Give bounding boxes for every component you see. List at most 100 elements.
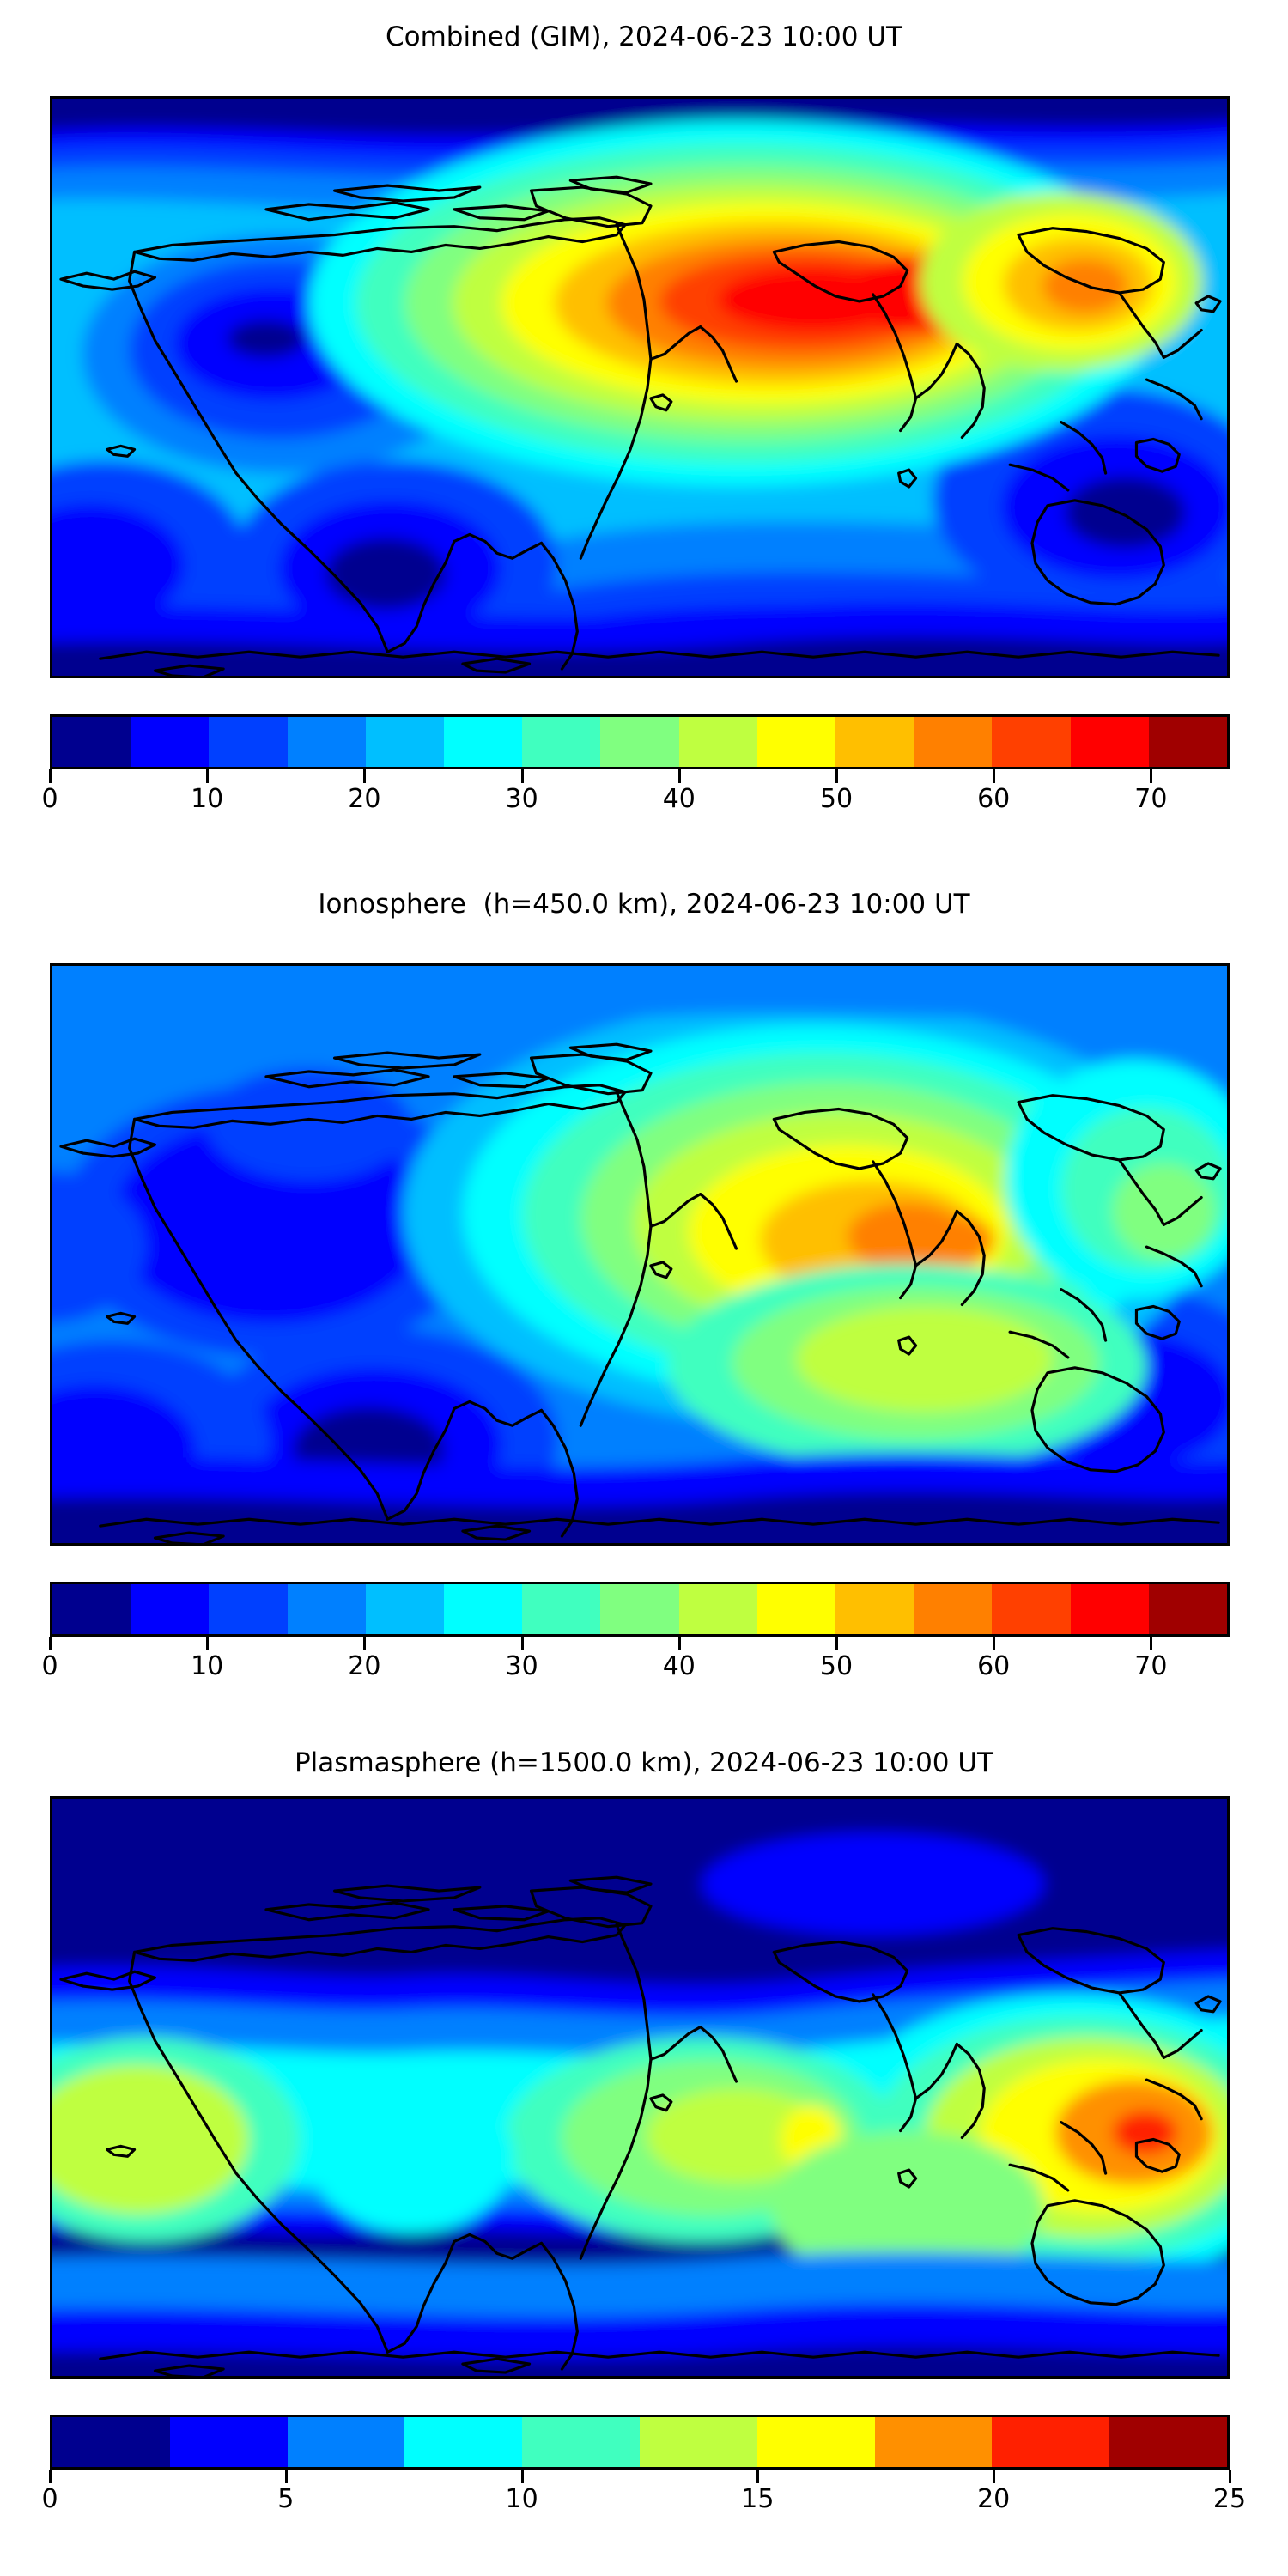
colorbar-tick [993, 1637, 996, 1650]
contour-field-ionosphere [52, 966, 1227, 1543]
colorbar-tick-label: 50 [819, 1651, 854, 1681]
colorbar-tick [520, 769, 524, 783]
panel-plasmasphere: Plasmasphere (h=1500.0 km), 2024-06-23 1… [0, 1735, 1288, 2576]
colorbar-tick [49, 769, 52, 783]
map-svg-ionosphere [52, 966, 1227, 1543]
colorbar-tick-label: 50 [819, 784, 854, 814]
colorbar-tick [206, 1637, 210, 1650]
colorbar-band [404, 2417, 523, 2467]
colorbar-combined-gradient [50, 714, 1230, 769]
colorbar-tick [1150, 1637, 1153, 1650]
colorbar-band [756, 717, 836, 767]
colorbar-ionosphere-ticks: 0 10 20 30 40 50 60 70 [41, 1637, 1230, 1705]
colorbar-band [365, 717, 445, 767]
colorbar-tick-label: 70 [1134, 784, 1168, 814]
colorbar-tick [1229, 2470, 1231, 2483]
colorbar-tick [49, 1637, 52, 1650]
colorbar-band [169, 2417, 288, 2467]
colorbar-band [678, 717, 757, 767]
colorbar-band [1148, 717, 1227, 767]
colorbar-band [209, 717, 288, 767]
colorbar-tick-label: 10 [191, 1651, 224, 1681]
colorbar-plasmasphere-ticks: 0 5 10 15 20 25 [41, 2470, 1246, 2538]
colorbar-tick-label: 25 [1212, 2484, 1247, 2514]
colorbar-tick [206, 769, 210, 783]
colorbar-tick [1150, 769, 1153, 783]
colorbar-band [992, 2417, 1110, 2467]
colorbar-band [287, 1584, 366, 1634]
colorbar-band [1109, 2417, 1227, 2467]
colorbar-band [600, 717, 679, 767]
colorbar-band [756, 2417, 875, 2467]
colorbar-band [522, 1584, 601, 1634]
panel-title-ionosphere: Ionosphere (h=450.0 km), 2024-06-23 10:0… [318, 889, 970, 920]
contour-field-plasmasphere [52, 1799, 1227, 2376]
colorbar-tick [49, 2470, 52, 2483]
colorbar-band [52, 1584, 131, 1634]
coastlines-plasmasphere [59, 1875, 1222, 2376]
colorbar-band [209, 1584, 288, 1634]
colorbar-tick [520, 2470, 524, 2483]
colorbar-tick-label: 15 [741, 2484, 775, 2514]
colorbar-tick-label: 40 [662, 1651, 696, 1681]
colorbar-band [992, 1584, 1071, 1634]
colorbar-band [914, 717, 993, 767]
colorbar-band [522, 717, 601, 767]
colorbar-combined-ticks: 0 10 20 30 40 50 60 70 [41, 769, 1230, 838]
colorbar-tick-label: 10 [505, 2484, 538, 2514]
panel-title-combined: Combined (GIM), 2024-06-23 10:00 UT [386, 21, 902, 52]
colorbar-tick-label: 20 [977, 2484, 1011, 2514]
colorbar-band [522, 2417, 640, 2467]
map-combined-gim [50, 96, 1230, 678]
colorbar-tick [363, 769, 367, 783]
colorbar-band [835, 717, 914, 767]
colorbar-band [52, 717, 131, 767]
colorbar-tick [284, 2470, 288, 2483]
coastlines-combined [59, 175, 1222, 676]
colorbar-band [131, 717, 210, 767]
colorbar-band [1148, 1584, 1227, 1634]
colorbar-tick [835, 769, 838, 783]
colorbar-tick [677, 1637, 681, 1650]
colorbar-band [914, 1584, 993, 1634]
colorbar-tick-label: 0 [41, 2484, 58, 2514]
colorbar-band [835, 1584, 914, 1634]
panel-title-plasmasphere: Plasmasphere (h=1500.0 km), 2024-06-23 1… [294, 1747, 993, 1778]
contour-field-combined [52, 99, 1227, 676]
colorbar-band [52, 2417, 170, 2467]
colorbar-band [131, 1584, 210, 1634]
colorbar-band [639, 2417, 757, 2467]
colorbar-band [756, 1584, 836, 1634]
colorbar-tick-label: 60 [977, 784, 1011, 814]
colorbar-band [874, 2417, 993, 2467]
colorbar-tick-label: 10 [191, 784, 224, 814]
colorbar-tick [677, 769, 681, 783]
colorbar-ionosphere-gradient [50, 1582, 1230, 1637]
colorbar-tick-label: 40 [662, 784, 696, 814]
colorbar-tick-label: 20 [348, 784, 381, 814]
map-ionosphere [50, 963, 1230, 1546]
colorbar-band [287, 717, 366, 767]
colorbar-tick-label: 70 [1134, 1651, 1168, 1681]
colorbar-tick [993, 2470, 996, 2483]
colorbar-band [1070, 1584, 1149, 1634]
colorbar-tick-label: 5 [277, 2484, 295, 2514]
colorbar-band [1070, 717, 1149, 767]
panel-combined-gim: Combined (GIM), 2024-06-23 10:00 UT [0, 0, 1288, 859]
colorbar-tick-label: 30 [505, 1651, 538, 1681]
colorbar-tick-label: 0 [41, 1651, 58, 1681]
colorbar-tick [835, 1637, 838, 1650]
colorbar-tick-label: 0 [41, 784, 58, 814]
colorbar-band [444, 1584, 523, 1634]
panel-ionosphere: Ionosphere (h=450.0 km), 2024-06-23 10:0… [0, 867, 1288, 1726]
colorbar-band [992, 717, 1071, 767]
colorbar-band [287, 2417, 405, 2467]
colorbar-plasmasphere-gradient [50, 2415, 1230, 2470]
map-svg-plasmasphere [52, 1799, 1227, 2376]
colorbar-tick-label: 30 [505, 784, 538, 814]
colorbar-band [444, 717, 523, 767]
colorbar-band [365, 1584, 445, 1634]
colorbar-tick [363, 1637, 367, 1650]
colorbar-tick [756, 2470, 760, 2483]
